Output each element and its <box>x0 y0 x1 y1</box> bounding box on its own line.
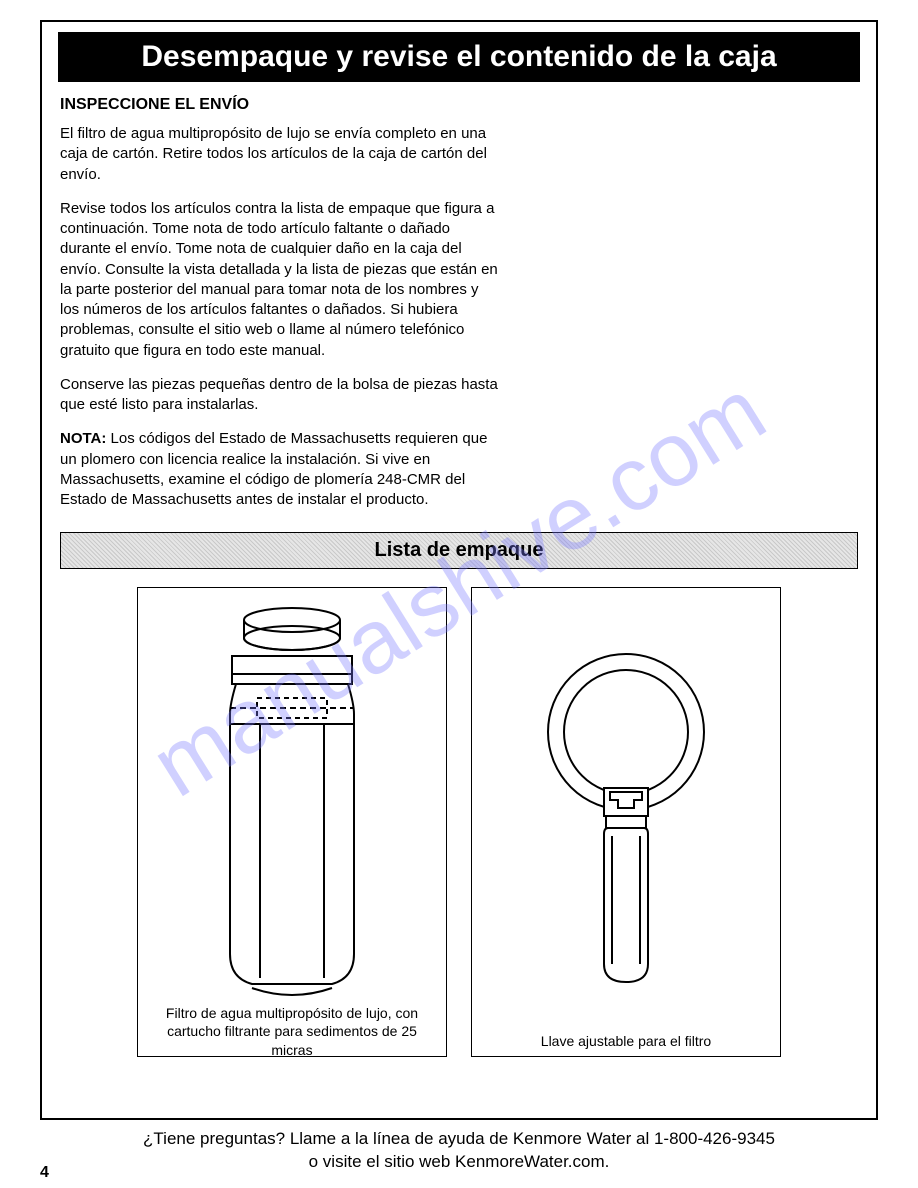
footer-line-2: o visite el sitio web KenmoreWater.com. <box>309 1152 610 1171</box>
footer-line-1: ¿Tiene preguntas? Llame a la línea de ay… <box>143 1129 775 1148</box>
filter-illustration <box>146 598 438 998</box>
note-label: NOTA: <box>60 430 106 447</box>
item-box-filter: Filtro de agua multipropósito de lujo, c… <box>137 587 447 1057</box>
footer: ¿Tiene preguntas? Llame a la línea de ay… <box>40 1128 878 1174</box>
wrench-illustration <box>480 598 772 1026</box>
content-frame: Desempaque y revise el contenido de la c… <box>40 20 878 1120</box>
paragraph-1: El filtro de agua multipropósito de lujo… <box>60 124 500 185</box>
item-caption-wrench: Llave ajustable para el filtro <box>541 1026 711 1050</box>
packing-list-heading: Lista de empaque <box>60 532 858 569</box>
items-row: Filtro de agua multipropósito de lujo, c… <box>60 587 858 1057</box>
paragraph-3: Conserve las piezas pequeñas dentro de l… <box>60 375 500 416</box>
note-text: Los códigos del Estado de Massachusetts … <box>60 430 487 508</box>
paragraph-2: Revise todos los artículos contra la lis… <box>60 199 500 361</box>
title-bar: Desempaque y revise el contenido de la c… <box>58 32 860 82</box>
note-paragraph: NOTA: Los códigos del Estado de Massachu… <box>60 429 500 510</box>
item-box-wrench: Llave ajustable para el filtro <box>471 587 781 1057</box>
item-caption-filter: Filtro de agua multipropósito de lujo, c… <box>146 998 438 1059</box>
section-heading: INSPECCIONE EL ENVÍO <box>60 96 858 114</box>
page-number: 4 <box>40 1164 49 1182</box>
page: Desempaque y revise el contenido de la c… <box>0 0 918 1188</box>
